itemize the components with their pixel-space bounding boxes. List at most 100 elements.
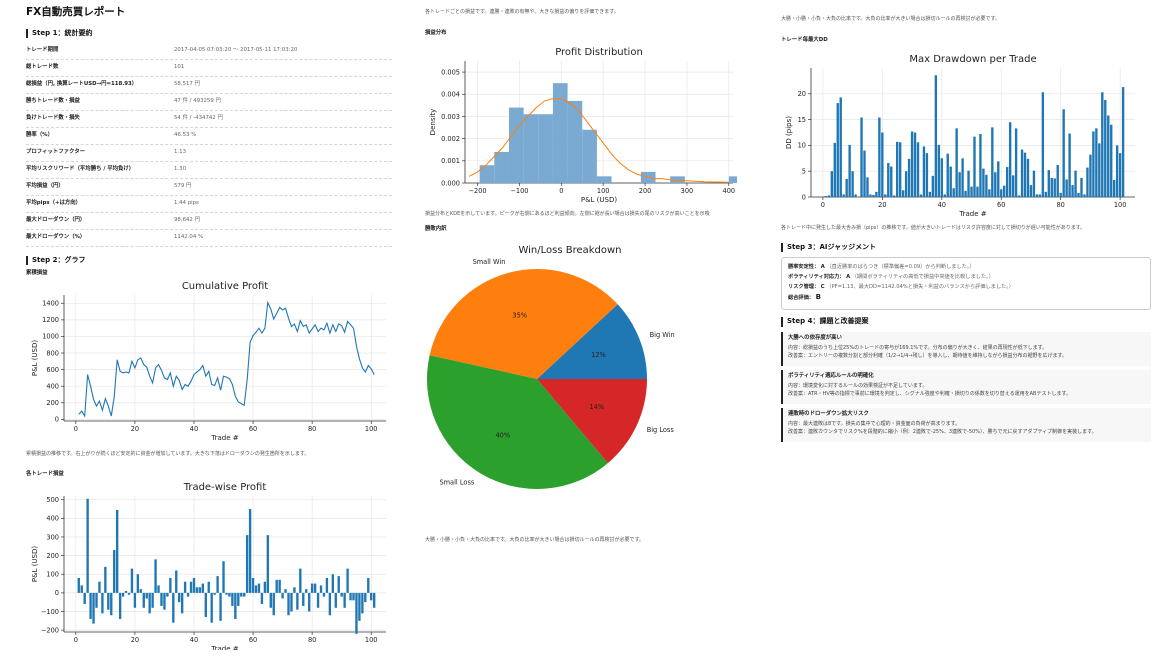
drawdown-bar (827, 194, 831, 197)
trade-profit-bar (237, 593, 240, 607)
drawdown-bar (1014, 127, 1018, 197)
y-axis-label: Density (429, 108, 437, 135)
drawdown-bar (1038, 193, 1042, 197)
trade-profit-bar (189, 582, 193, 594)
trade-profit-bar (352, 593, 355, 601)
drawdown-bar (1032, 170, 1036, 197)
y-tick-label: 1000 (42, 333, 59, 341)
summary-row: 最大ドローダウン（円） 98,642 円 (26, 213, 392, 230)
trade-profit-bar (349, 593, 352, 601)
summary-table: トレード期間 2017-04-05 07:03:20 〜 2017-05-11 1… (26, 43, 392, 247)
trade-profit-bar (178, 593, 181, 603)
trade-profit-bar (98, 582, 101, 594)
trade-profit-bar (148, 593, 151, 614)
drawdown-bar (976, 186, 979, 197)
chart-title: Win/Loss Breakdown (518, 245, 621, 256)
summary-label: プロフィットファクター (26, 149, 85, 156)
drawdown-bar (830, 170, 833, 197)
pie-slice (537, 304, 647, 380)
y-tick-label: 10 (798, 141, 806, 149)
trade-profit-bar (367, 578, 370, 594)
trade-profit-bar (92, 593, 95, 624)
drawdown-bar (1115, 144, 1119, 197)
pie-label: 勝敗内訳 (425, 226, 447, 233)
trade-profit-bar (231, 593, 234, 607)
pie-category-label: Small Win (473, 258, 506, 266)
step2-heading: Step 2：グラフ (26, 255, 392, 265)
trade-profit-bar (358, 593, 361, 622)
drawdown-bar (994, 171, 997, 197)
trade-profit-bar (213, 593, 216, 596)
cumulative-label: 累積損益 (26, 269, 48, 276)
pie-percent-label: 14% (590, 403, 605, 411)
summary-row: 負けトレード数・損失 54 件 / -434742 円 (26, 111, 392, 128)
summary-label: 負けトレード数・損失 (26, 115, 80, 122)
cumulative-caption: 累積損益の推移です。右上がりが続くほど安定的に資金が増加しています。大きな下落は… (26, 450, 310, 457)
tradewise-label: 各トレード損益 (26, 471, 64, 478)
summary-label: 最大ドローダウン（円） (26, 217, 86, 224)
proposal-title: 大勝への依存度が高い (788, 334, 842, 341)
x-axis-label: Trade # (210, 434, 238, 442)
drawdown-bar (1077, 192, 1080, 197)
histogram-bar (508, 107, 524, 183)
judgement-grade: C (820, 283, 825, 290)
drawdown-bar (964, 190, 967, 197)
trade-profit-bar (198, 587, 202, 594)
trade-profit-bar (281, 593, 284, 599)
trade-profit-bar (101, 593, 104, 614)
judgement-note: （PF=1.13、最大DD=1142.04%と損失・利益のバランスから評価しまし… (826, 283, 1014, 290)
x-tick-label: 40 (190, 636, 198, 644)
y-tick-label: 5 (802, 167, 806, 175)
trade-profit-bar (355, 593, 358, 635)
judgement-box: 勝率安定性： A （直近勝率のばらつき（標準偏差=0.09）から判断しました。）… (781, 257, 1151, 311)
trade-profit-bar (154, 559, 157, 594)
drawdown-bar (836, 102, 839, 197)
judgement-total-grade: B (815, 293, 821, 302)
drawdown-bar (922, 145, 926, 197)
x-tick-label: 40 (190, 425, 198, 433)
judgement-row: 勝率安定性： A （直近勝率のばらつき（標準偏差=0.09）から判断しました。） (788, 264, 1144, 271)
trade-profit-bar (195, 587, 199, 594)
drawdown-bar (961, 157, 964, 197)
drawdown-bar (881, 132, 884, 197)
x-axis-label: P&L (USD) (581, 196, 617, 204)
chart-title: Trade-wise Profit (183, 482, 267, 493)
x-axis-label: Trade # (958, 210, 986, 218)
trade-profit-bar (186, 593, 190, 597)
pie-caption: 大勝・小勝・小負・大負の比率です。大負の比率が大きい場合は損切ルールの再検討が必… (425, 537, 645, 544)
trade-profit-bar (113, 550, 116, 594)
summary-row: トレード期間 2017-04-05 07:03:20 〜 2017-05-11 1… (26, 43, 392, 60)
drawdown-bar (928, 191, 932, 197)
drawdown-bar (887, 162, 890, 197)
judgement-row: ボラティリティ対応力： A （期間ボラティリティの高低で損益中央値を比較しました… (788, 274, 1144, 281)
x-tick-label: 0 (559, 187, 563, 195)
summary-row: 勝率（%） 46.53 % (26, 128, 392, 145)
trade-profit-bar (319, 585, 323, 594)
pie-percent-label: 40% (495, 431, 510, 439)
drawdown-bar (907, 158, 911, 197)
report-column-right: 大勝・小勝・小負・大負の比率です。大負の比率が大きい場合は損切ルールの再検討が必… (781, 0, 1151, 661)
drawdown-bar (1020, 149, 1024, 197)
drawdown-bar (878, 117, 881, 197)
trade-profit-bar (142, 593, 145, 609)
trade-profit-bar (269, 593, 272, 609)
drawdown-bar (1121, 86, 1125, 197)
drawdown-bar (851, 170, 854, 197)
trade-profit-bar (180, 593, 184, 614)
drawdown-bar (952, 187, 955, 197)
tradewise-profit-chart: Trade-wise Profit 0 20 40 60 80 100 −200 −100 0 10… (31, 482, 386, 650)
drawdown-bar (979, 133, 982, 197)
trade-profit-bar (115, 510, 119, 594)
y-tick-label: 400 (46, 382, 59, 390)
drawdown-bar (1053, 177, 1056, 197)
drawdown-bar (1071, 184, 1074, 197)
profit-distribution-chart: Profit Distribution −200 −100 0 100 200 300 400… (429, 47, 737, 204)
drawdown-bar (958, 171, 961, 197)
summary-row: プロフィットファクター 1.13 (26, 145, 392, 162)
y-tick-label: 300 (46, 534, 59, 542)
pie-slice (429, 269, 618, 380)
judgement-note: （期間ボラティリティの高低で損益中央値を比較しました。） (851, 273, 994, 280)
summary-value: 2017-04-05 07:03:20 〜 2017-05-11 17:03:2… (174, 47, 298, 54)
drawdown-bar (955, 127, 958, 197)
summary-value: 58,517 円 (174, 81, 200, 88)
